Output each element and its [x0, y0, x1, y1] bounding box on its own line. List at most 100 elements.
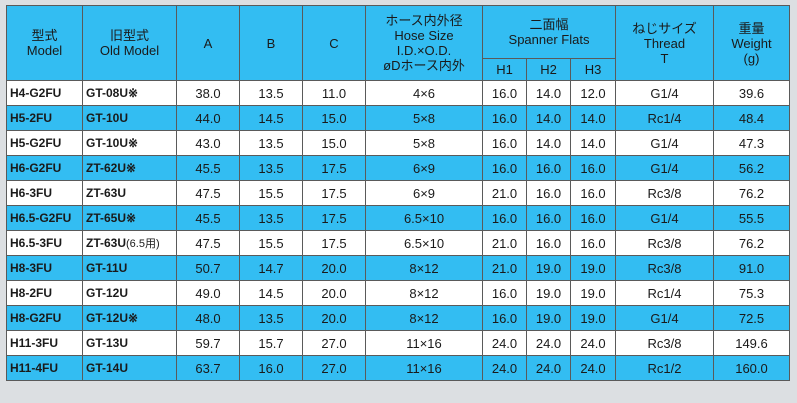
header-old-model: 旧型式 Old Model	[82, 5, 177, 81]
cell-h2: 19.0	[526, 255, 571, 281]
cell-old-model: GT-14U	[82, 355, 177, 381]
cell-weight: 149.6	[713, 330, 790, 356]
cell-weight: 55.5	[713, 205, 790, 231]
cell-h3: 14.0	[570, 105, 616, 131]
header-h1: H1	[482, 58, 527, 81]
cell-h1: 16.0	[482, 80, 527, 106]
header-weight: 重量 Weight (g)	[713, 5, 790, 81]
cell-b: 15.7	[239, 330, 303, 356]
table-row: H5-G2FU GT-10U※ 43.0 13.5 15.0 5×8 16.0 14.0 14.…	[6, 130, 790, 156]
header-thread: ねじサイズ Thread T	[615, 5, 714, 81]
cell-weight: 47.3	[713, 130, 790, 156]
cell-c: 15.0	[302, 130, 366, 156]
header-b: B	[239, 5, 303, 81]
cell-h3: 19.0	[570, 280, 616, 306]
cell-hose: 6.5×10	[365, 230, 483, 256]
cell-old-model: ZT-62U※	[82, 155, 177, 181]
cell-a: 45.5	[176, 205, 240, 231]
cell-b: 16.0	[239, 355, 303, 381]
cell-a: 45.5	[176, 155, 240, 181]
cell-b: 14.7	[239, 255, 303, 281]
header-spanner-flats: 二面幅 Spanner Flats	[482, 5, 616, 59]
cell-a: 43.0	[176, 130, 240, 156]
cell-h3: 16.0	[570, 230, 616, 256]
cell-b: 14.5	[239, 105, 303, 131]
cell-model: H6.5-3FU	[6, 230, 83, 256]
cell-c: 20.0	[302, 280, 366, 306]
cell-hose: 8×12	[365, 280, 483, 306]
cell-c: 20.0	[302, 305, 366, 331]
cell-a: 48.0	[176, 305, 240, 331]
cell-hose: 6×9	[365, 180, 483, 206]
cell-hose: 11×16	[365, 355, 483, 381]
cell-h1: 16.0	[482, 105, 527, 131]
header-model: 型式 Model	[6, 5, 83, 81]
cell-weight: 48.4	[713, 105, 790, 131]
cell-hose: 6.5×10	[365, 205, 483, 231]
cell-model: H8-G2FU	[6, 305, 83, 331]
cell-c: 11.0	[302, 80, 366, 106]
cell-h2: 16.0	[526, 230, 571, 256]
cell-model: H6.5-G2FU	[6, 205, 83, 231]
cell-model: H11-4FU	[6, 355, 83, 381]
cell-h3: 24.0	[570, 330, 616, 356]
cell-h1: 21.0	[482, 255, 527, 281]
cell-h1: 16.0	[482, 130, 527, 156]
table-row: H11-4FU GT-14U 63.7 16.0 27.0 11×16 24.0 24.0 24…	[6, 355, 790, 381]
cell-h3: 24.0	[570, 355, 616, 381]
table-row: H8-2FU GT-12U 49.0 14.5 20.0 8×12 16.0 19.0 19.0…	[6, 280, 790, 306]
cell-thread: Rc1/4	[615, 105, 714, 131]
note-mark: ※	[128, 311, 139, 325]
table-row: H11-3FU GT-13U 59.7 15.7 27.0 11×16 24.0 24.0 24…	[6, 330, 790, 356]
note-mark: ※	[126, 161, 137, 175]
table-row: H6.5-3FU ZT-63U(6.5用) 47.5 15.5 17.5 6.5×10 21…	[6, 230, 790, 256]
cell-b: 13.5	[239, 80, 303, 106]
cell-weight: 160.0	[713, 355, 790, 381]
note-mark: ※	[128, 86, 139, 100]
spec-table-container: 型式 Model 旧型式 Old Model A B C ホース内外径 Hose Si…	[6, 5, 790, 381]
cell-h2: 16.0	[526, 155, 571, 181]
cell-c: 15.0	[302, 105, 366, 131]
header-hose-size: ホース内外径 Hose Size I.D.×O.D. øDホース内外	[365, 5, 483, 81]
cell-old-model: GT-12U※	[82, 305, 177, 331]
spec-table-body: H4-G2FU GT-08U※ 38.0 13.5 11.0 4×6 16.0 14.0 12.…	[6, 80, 790, 381]
cell-h2: 19.0	[526, 305, 571, 331]
spec-table: 型式 Model 旧型式 Old Model A B C ホース内外径 Hose Si…	[6, 5, 790, 381]
cell-thread: Rc3/8	[615, 255, 714, 281]
header-h2: H2	[526, 58, 571, 81]
cell-h1: 16.0	[482, 305, 527, 331]
cell-h3: 12.0	[570, 80, 616, 106]
table-row: H8-G2FU GT-12U※ 48.0 13.5 20.0 8×12 16.0 19.0 19…	[6, 305, 790, 331]
cell-thread: Rc3/8	[615, 330, 714, 356]
table-row: H8-3FU GT-11U 50.7 14.7 20.0 8×12 21.0 19.0 19.0…	[6, 255, 790, 281]
cell-hose: 11×16	[365, 330, 483, 356]
cell-thread: G1/4	[615, 205, 714, 231]
cell-b: 13.5	[239, 130, 303, 156]
header-a: A	[176, 5, 240, 81]
cell-h2: 16.0	[526, 180, 571, 206]
cell-h2: 14.0	[526, 130, 571, 156]
cell-hose: 5×8	[365, 105, 483, 131]
cell-h1: 16.0	[482, 280, 527, 306]
cell-a: 38.0	[176, 80, 240, 106]
cell-weight: 76.2	[713, 180, 790, 206]
cell-thread: G1/4	[615, 80, 714, 106]
note-mark: ※	[128, 136, 139, 150]
cell-c: 27.0	[302, 330, 366, 356]
note-mark: ※	[126, 211, 137, 225]
cell-old-model-note: (6.5用)	[126, 238, 160, 250]
cell-h2: 24.0	[526, 355, 571, 381]
cell-old-model: GT-10U※	[82, 130, 177, 156]
table-row: H4-G2FU GT-08U※ 38.0 13.5 11.0 4×6 16.0 14.0 12.…	[6, 80, 790, 106]
cell-model: H11-3FU	[6, 330, 83, 356]
cell-old-model: ZT-63U	[82, 180, 177, 206]
cell-model: H8-3FU	[6, 255, 83, 281]
cell-a: 59.7	[176, 330, 240, 356]
cell-model: H4-G2FU	[6, 80, 83, 106]
cell-h3: 19.0	[570, 305, 616, 331]
header-c: C	[302, 5, 366, 81]
cell-old-model: GT-10U	[82, 105, 177, 131]
cell-old-model: GT-13U	[82, 330, 177, 356]
cell-model: H8-2FU	[6, 280, 83, 306]
cell-b: 15.5	[239, 230, 303, 256]
